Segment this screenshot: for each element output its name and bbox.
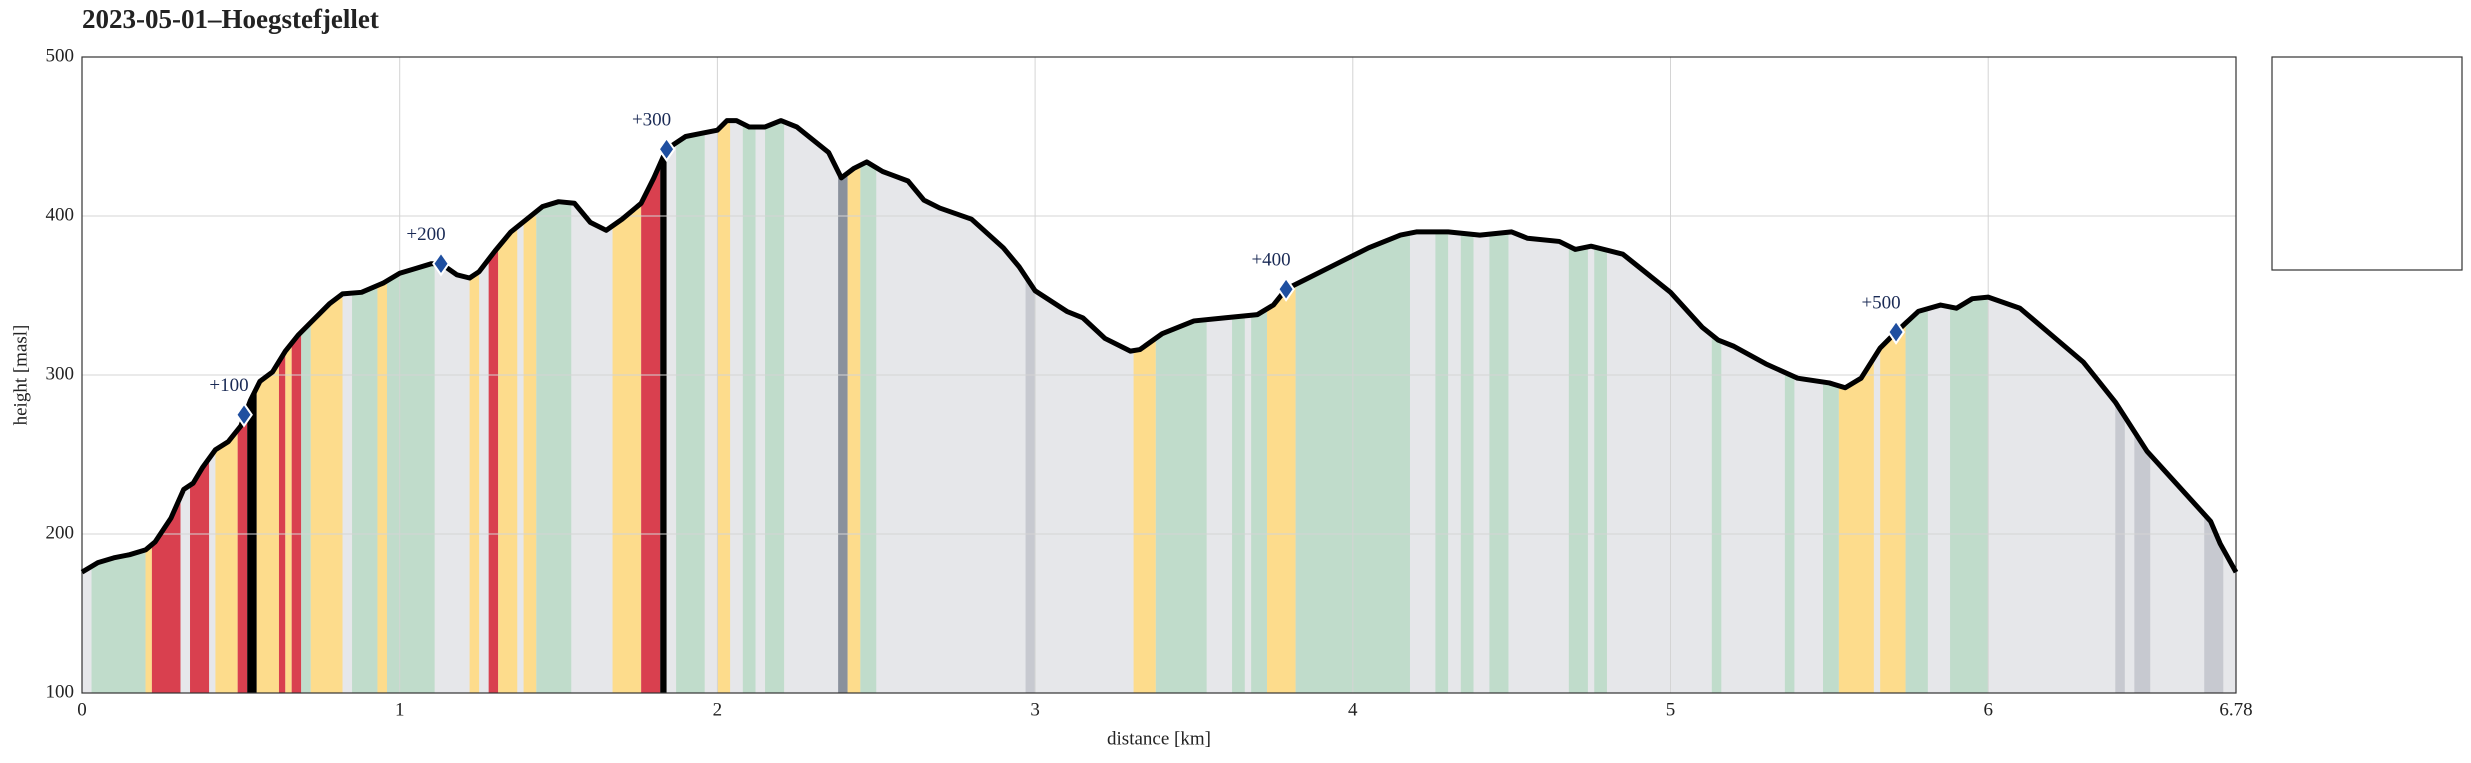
segment [717, 120, 731, 693]
marker [235, 402, 253, 428]
segment [860, 120, 877, 693]
x-tick-label: 5 [1666, 699, 1676, 720]
x-tick-label: 4 [1348, 699, 1358, 720]
marker [1277, 276, 1296, 302]
segment [660, 120, 667, 693]
segment [523, 120, 537, 693]
segment [847, 120, 861, 693]
segment [742, 120, 756, 693]
x-tick-label: 6.78 [2219, 699, 2252, 720]
y-tick-label: 100 [46, 681, 75, 702]
x-tick-label: 6 [1983, 699, 1993, 720]
segment [301, 120, 311, 693]
marker-label: +100 [209, 375, 248, 396]
segment [838, 120, 848, 693]
segment [1594, 120, 1607, 693]
segment [1460, 120, 1474, 693]
marker [657, 136, 676, 162]
y-tick-label: 300 [46, 363, 75, 384]
segment [498, 120, 518, 693]
legend-box [2271, 56, 2463, 271]
marker-label: +200 [406, 224, 445, 245]
x-tick-label: 0 [77, 699, 87, 720]
marker-label: +300 [632, 110, 671, 131]
segment [1489, 120, 1509, 693]
segment [247, 120, 257, 693]
segment [488, 120, 499, 693]
segment [1711, 120, 1722, 693]
segment [765, 120, 785, 693]
y-tick-label: 200 [46, 522, 75, 543]
profile-line [80, 118, 2239, 575]
segment [291, 120, 302, 693]
x-tick-label: 3 [1030, 699, 1040, 720]
x-tick-label: 1 [395, 699, 405, 720]
segment [641, 120, 661, 693]
segment [377, 120, 387, 693]
segment [469, 120, 480, 693]
marker [1887, 319, 1905, 345]
y-tick-label: 500 [46, 45, 75, 66]
y-tick-label: 400 [46, 204, 75, 225]
segment [278, 120, 286, 693]
segment [1025, 120, 1036, 693]
segment [1568, 120, 1588, 693]
marker-label: +400 [1251, 249, 1290, 270]
chart-title: 2023-05-01–Hoegstefjellet [82, 4, 379, 34]
segment [285, 120, 292, 693]
x-tick-label: 2 [713, 699, 723, 720]
segment [1435, 120, 1449, 693]
x-axis-label: distance [km] [1107, 728, 1211, 749]
plot-frame [81, 56, 2237, 694]
marker [432, 250, 450, 277]
y-axis-label: height [masl] [10, 325, 31, 426]
segment [1784, 120, 1795, 693]
marker-label: +500 [1861, 292, 1900, 313]
